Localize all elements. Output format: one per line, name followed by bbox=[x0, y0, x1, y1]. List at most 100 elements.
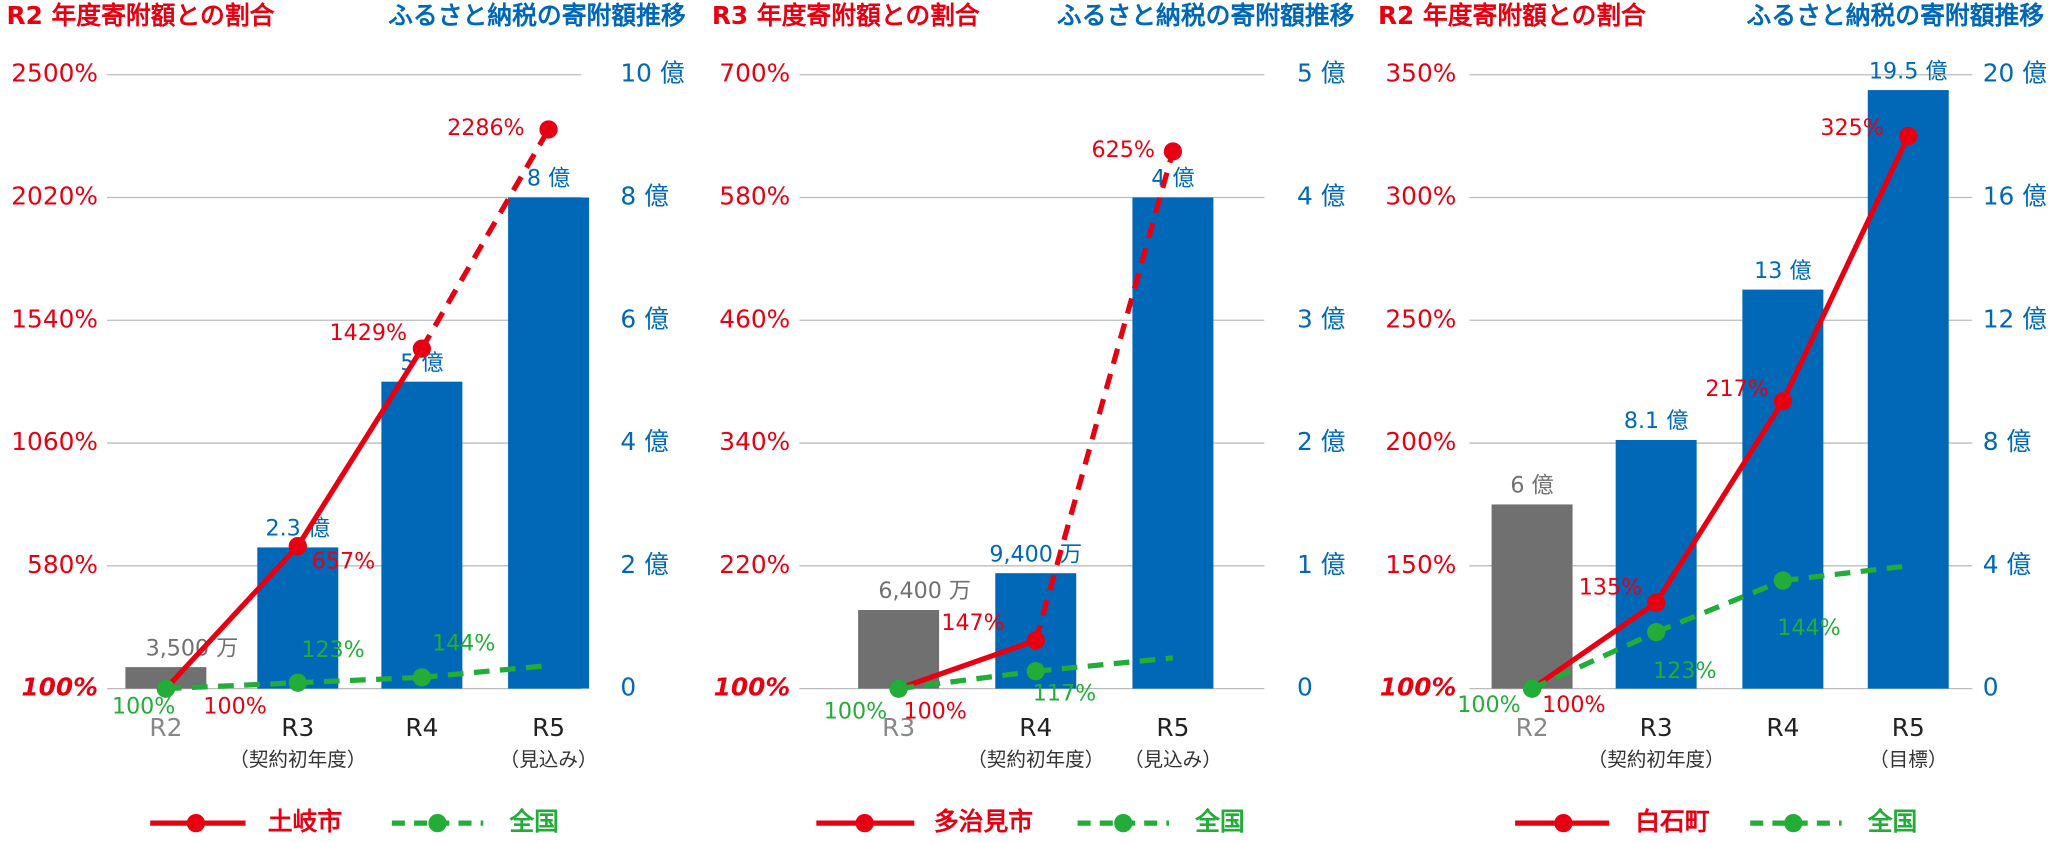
x-tick-label: R3 bbox=[882, 713, 915, 742]
y2-tick-label: 4 億 bbox=[1983, 550, 2031, 579]
line-marker bbox=[1647, 593, 1666, 612]
line-label: 217% bbox=[1705, 376, 1768, 402]
y-tick-label: 460% bbox=[719, 304, 790, 333]
bar bbox=[1132, 197, 1214, 689]
bar bbox=[1491, 504, 1573, 689]
bar-label: 13 億 bbox=[1754, 258, 1811, 284]
y-tick-label: 100% bbox=[714, 673, 791, 702]
line-marker bbox=[1899, 126, 1918, 146]
legend-label: 全国 bbox=[508, 807, 559, 836]
line-marker bbox=[288, 673, 307, 692]
category-note: （契約初年度） bbox=[229, 748, 366, 771]
line-marker bbox=[412, 339, 432, 358]
line-segment bbox=[421, 662, 549, 680]
y2-tick-label: 4 億 bbox=[620, 427, 668, 456]
line-marker bbox=[288, 536, 307, 556]
bar-label: 8 億 bbox=[527, 166, 570, 192]
line-label: 144% bbox=[1777, 615, 1840, 641]
line-marker bbox=[1026, 631, 1045, 650]
y-tick-label: 250% bbox=[1385, 304, 1456, 333]
y2-tick-label: 5 億 bbox=[1297, 59, 1345, 88]
legend-marker bbox=[1114, 813, 1133, 833]
line-segment bbox=[165, 680, 298, 692]
x-tick-label: R4 bbox=[1766, 713, 1799, 742]
line-label: 100% bbox=[903, 699, 966, 725]
y2-tick-label: 8 億 bbox=[1983, 427, 2031, 456]
bar bbox=[257, 547, 339, 689]
line-segment bbox=[898, 668, 1037, 692]
legend-label: 全国 bbox=[1194, 807, 1245, 836]
x-tick-label: R4 bbox=[1019, 713, 1052, 742]
line-label: 135% bbox=[1579, 575, 1642, 601]
line-segment bbox=[1530, 600, 1658, 691]
y2-tick-label: 10 億 bbox=[620, 59, 684, 88]
line-label: 2286% bbox=[447, 115, 525, 141]
y-tick-label: 2500% bbox=[11, 59, 98, 88]
y-tick-label: 1060% bbox=[11, 427, 98, 456]
line-segment bbox=[897, 638, 1037, 692]
bar bbox=[858, 610, 940, 689]
y-tick-label: 200% bbox=[1385, 427, 1456, 456]
line-segment bbox=[1035, 655, 1174, 674]
line-marker bbox=[889, 679, 908, 698]
x-tick-label: R2 bbox=[149, 713, 182, 742]
line-label: 100% bbox=[824, 699, 887, 725]
x-tick-label: R3 bbox=[1640, 713, 1673, 742]
line-marker bbox=[1026, 662, 1045, 681]
line-label: 657% bbox=[312, 548, 375, 574]
line-segment bbox=[1653, 399, 1786, 605]
left-title: R2 年度寄附額との割合 bbox=[1378, 1, 1646, 30]
line-marker bbox=[1773, 392, 1792, 411]
bar-label: 6,400 万 bbox=[878, 578, 971, 604]
y2-tick-label: 8 億 bbox=[620, 182, 668, 211]
line-label: 1429% bbox=[330, 320, 408, 346]
line-marker bbox=[1773, 571, 1792, 590]
y-tick-label: 220% bbox=[719, 550, 790, 579]
legend-label: 白石町 bbox=[1635, 807, 1710, 836]
line-segment bbox=[419, 128, 551, 350]
y2-tick-label: 0 bbox=[620, 673, 636, 702]
right-title: ふるさと納税の寄附額推移 bbox=[388, 1, 686, 30]
bar bbox=[508, 197, 590, 689]
line-label: 123% bbox=[301, 637, 364, 663]
legend-marker bbox=[855, 813, 874, 833]
y2-tick-label: 20 億 bbox=[1983, 59, 2047, 88]
line-label: 117% bbox=[1033, 680, 1096, 706]
legend-marker bbox=[1784, 813, 1803, 833]
bar bbox=[125, 667, 207, 689]
bar bbox=[381, 381, 463, 689]
line-marker bbox=[156, 679, 176, 698]
y-tick-label: 150% bbox=[1385, 550, 1456, 579]
line-segment bbox=[297, 674, 422, 686]
line-label: 144% bbox=[432, 631, 495, 657]
right-title: ふるさと納税の寄附額推移 bbox=[1057, 1, 1355, 30]
line-marker bbox=[1647, 622, 1666, 642]
left-title: R2 年度寄附額との割合 bbox=[7, 1, 275, 30]
category-note: （見込み） bbox=[500, 748, 598, 771]
bar-label: 4 億 bbox=[1151, 166, 1194, 192]
line-label: 100% bbox=[1457, 692, 1520, 718]
line-label: 123% bbox=[1653, 658, 1716, 684]
line-label: 325% bbox=[1820, 115, 1883, 141]
y-tick-label: 1540% bbox=[11, 304, 98, 333]
y-tick-label: 100% bbox=[1380, 673, 1457, 702]
y2-tick-label: 1 億 bbox=[1297, 550, 1345, 579]
x-tick-label: R5 bbox=[1156, 713, 1189, 742]
category-note: （契約初年度） bbox=[967, 748, 1104, 771]
bar-label: 8.1 億 bbox=[1624, 408, 1689, 434]
y2-tick-label: 4 億 bbox=[1297, 182, 1345, 211]
category-note: （契約初年度） bbox=[1588, 748, 1725, 771]
bar bbox=[1742, 289, 1824, 689]
y-tick-label: 340% bbox=[719, 427, 790, 456]
x-tick-label: R5 bbox=[532, 713, 565, 742]
y2-tick-label: 16 億 bbox=[1983, 182, 2047, 211]
y2-tick-label: 2 億 bbox=[620, 550, 668, 579]
bar bbox=[1867, 90, 1949, 689]
legend-marker bbox=[428, 813, 447, 833]
category-note: （目標） bbox=[1869, 748, 1947, 771]
line-segment bbox=[1530, 629, 1658, 691]
y2-tick-label: 6 億 bbox=[620, 304, 668, 333]
line-segment bbox=[1655, 578, 1784, 635]
legend-marker bbox=[1554, 813, 1573, 833]
line-marker bbox=[1522, 679, 1542, 698]
